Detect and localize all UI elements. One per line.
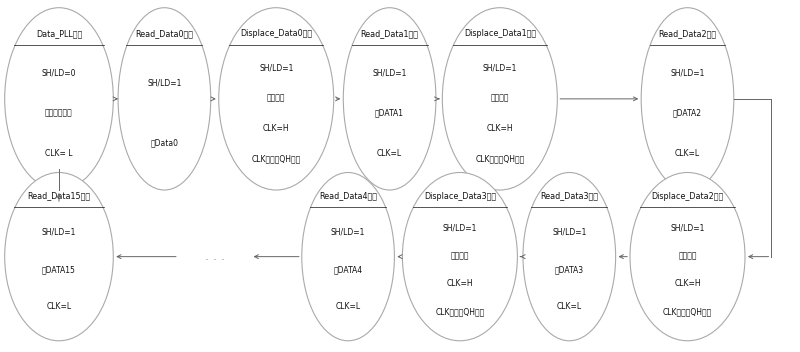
Ellipse shape: [118, 8, 210, 190]
Text: Displace_Data0状态: Displace_Data0状态: [240, 29, 312, 38]
Text: Read_Data0状态: Read_Data0状态: [135, 29, 194, 38]
Text: SH/LD=1: SH/LD=1: [552, 228, 586, 237]
Text: SH/LD=1: SH/LD=1: [482, 63, 517, 72]
Text: CLK上升沿QH输出: CLK上升沿QH输出: [475, 154, 525, 163]
Text: CLK上升沿QH输出: CLK上升沿QH输出: [251, 154, 301, 163]
Text: CLK=H: CLK=H: [263, 124, 290, 133]
Text: Data_PLL状态: Data_PLL状态: [36, 29, 82, 38]
Text: CLK=H: CLK=H: [674, 279, 701, 288]
Text: SH/LD=1: SH/LD=1: [147, 78, 182, 87]
Text: Read_Data3状态: Read_Data3状态: [540, 191, 598, 201]
Text: CLK= L: CLK= L: [46, 149, 73, 158]
Text: CLK=L: CLK=L: [557, 302, 582, 312]
Ellipse shape: [302, 172, 394, 341]
Text: CLK=H: CLK=H: [486, 124, 513, 133]
Ellipse shape: [523, 172, 616, 341]
Text: 读DATA2: 读DATA2: [673, 108, 702, 118]
Text: 读DATA15: 读DATA15: [42, 265, 76, 274]
Text: 读DATA3: 读DATA3: [554, 265, 584, 274]
Text: 移位操作: 移位操作: [267, 93, 286, 102]
Text: 移位操作: 移位操作: [678, 251, 697, 260]
Text: CLK=L: CLK=L: [46, 302, 71, 312]
Text: CLK=L: CLK=L: [335, 302, 361, 312]
Text: SH/LD=1: SH/LD=1: [373, 68, 407, 77]
Text: Displace_Data2状态: Displace_Data2状态: [651, 191, 724, 201]
Text: 读Data0: 读Data0: [150, 139, 178, 148]
Text: 读DATA1: 读DATA1: [375, 108, 404, 118]
Ellipse shape: [5, 8, 114, 190]
Text: . . .: . . .: [205, 250, 225, 263]
Ellipse shape: [5, 172, 114, 341]
Text: SH/LD=1: SH/LD=1: [42, 228, 76, 237]
Text: 数据变量清零: 数据变量清零: [45, 108, 73, 118]
Text: SH/LD=0: SH/LD=0: [42, 68, 76, 77]
Text: SH/LD=1: SH/LD=1: [259, 63, 294, 72]
Text: SH/LD=1: SH/LD=1: [670, 223, 705, 232]
Text: Read_Data1状态: Read_Data1状态: [361, 29, 418, 38]
Ellipse shape: [442, 8, 558, 190]
Ellipse shape: [630, 172, 745, 341]
Text: Read_Data15状态: Read_Data15状态: [27, 191, 90, 201]
Text: 读DATA4: 读DATA4: [334, 265, 362, 274]
Text: CLK=H: CLK=H: [446, 279, 474, 288]
Ellipse shape: [218, 8, 334, 190]
Text: CLK上升沿QH输出: CLK上升沿QH输出: [435, 307, 485, 316]
Text: CLK上升沿QH输出: CLK上升沿QH输出: [663, 307, 712, 316]
Ellipse shape: [343, 8, 436, 190]
Text: SH/LD=1: SH/LD=1: [442, 223, 477, 232]
Text: CLK=L: CLK=L: [675, 149, 700, 158]
Text: CLK=L: CLK=L: [377, 149, 402, 158]
Ellipse shape: [641, 8, 734, 190]
Ellipse shape: [402, 172, 518, 341]
Text: 移位操作: 移位操作: [490, 93, 509, 102]
Text: SH/LD=1: SH/LD=1: [331, 228, 366, 237]
Text: SH/LD=1: SH/LD=1: [670, 68, 705, 77]
Text: Displace_Data1状态: Displace_Data1状态: [464, 29, 536, 38]
Text: Read_Data2状态: Read_Data2状态: [658, 29, 717, 38]
Text: 移位操作: 移位操作: [450, 251, 469, 260]
Text: Displace_Data3状态: Displace_Data3状态: [424, 191, 496, 201]
Text: Read_Data4状态: Read_Data4状态: [319, 191, 377, 201]
